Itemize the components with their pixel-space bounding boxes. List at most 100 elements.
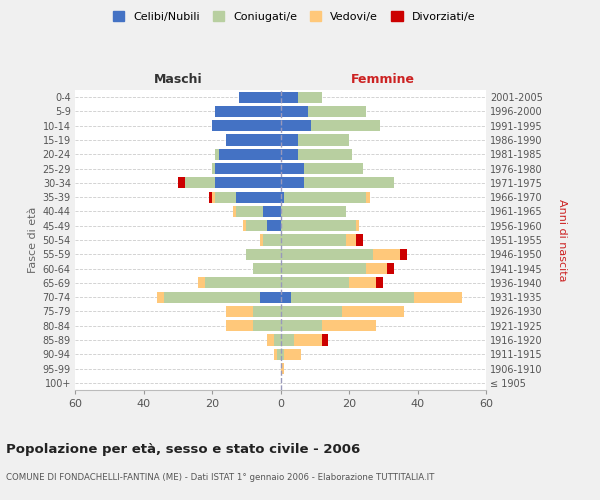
Bar [281,178,394,188]
Bar [263,234,281,246]
Bar [281,106,366,117]
Bar [164,292,281,302]
Bar [281,163,304,174]
Bar [281,306,342,317]
Bar [281,120,380,132]
Bar [281,192,370,202]
Text: Femmine: Femmine [351,72,415,86]
Bar [226,134,281,145]
Bar [281,263,386,274]
Bar [281,234,346,246]
Bar [281,363,284,374]
Bar [215,192,281,202]
Bar [253,263,281,274]
Bar [239,92,281,102]
Bar [236,206,281,217]
Bar [281,106,366,117]
Bar [281,220,359,232]
Bar [281,263,366,274]
Bar [274,334,281,345]
Bar [281,192,284,202]
Bar [199,278,281,288]
Bar [281,92,322,102]
Bar [277,348,281,360]
Bar [226,320,281,332]
Bar [274,348,281,360]
Text: COMUNE DI FONDACHELLI-FANTINA (ME) - Dati ISTAT 1° gennaio 2006 - Elaborazione T: COMUNE DI FONDACHELLI-FANTINA (ME) - Dat… [6,472,434,482]
Bar [281,206,346,217]
Bar [281,248,407,260]
Bar [215,106,281,117]
Bar [263,206,281,217]
Bar [281,192,366,202]
Bar [281,163,363,174]
Bar [281,248,400,260]
Bar [281,278,383,288]
Bar [239,92,281,102]
Bar [253,263,281,274]
Bar [281,292,462,302]
Bar [243,220,281,232]
Bar [281,148,352,160]
Bar [157,292,281,302]
Bar [281,334,328,345]
Bar [209,192,281,202]
Bar [212,163,281,174]
Bar [281,348,284,360]
Bar [185,178,281,188]
Bar [199,278,281,288]
Y-axis label: Anni di nascita: Anni di nascita [557,198,567,281]
Bar [215,148,281,160]
Bar [212,163,281,174]
Bar [215,106,281,117]
Bar [212,163,281,174]
Bar [185,178,281,188]
Bar [267,334,281,345]
Bar [281,134,298,145]
Bar [281,148,352,160]
Bar [239,92,281,102]
Bar [260,292,281,302]
Bar [281,306,404,317]
Bar [281,120,380,132]
Bar [246,248,281,260]
Bar [212,120,281,132]
Bar [281,220,359,232]
Bar [281,320,376,332]
Bar [205,278,281,288]
Bar [281,92,322,102]
Bar [281,234,356,246]
Bar [281,178,394,188]
Bar [243,220,281,232]
Bar [281,134,349,145]
Bar [260,234,281,246]
Bar [253,263,281,274]
Bar [226,320,281,332]
Bar [246,248,281,260]
Bar [281,92,298,102]
Bar [226,306,281,317]
Bar [233,206,281,217]
Bar [212,192,281,202]
Bar [281,134,349,145]
Bar [212,120,281,132]
Bar [281,334,322,345]
Bar [281,334,294,345]
Bar [281,120,311,132]
Bar [215,148,281,160]
Bar [281,134,349,145]
Bar [281,220,356,232]
Y-axis label: Fasce di età: Fasce di età [28,207,38,273]
Bar [226,134,281,145]
Bar [281,163,363,174]
Bar [215,148,281,160]
Bar [281,320,376,332]
Bar [281,292,414,302]
Bar [281,263,394,274]
Bar [219,148,281,160]
Bar [157,292,281,302]
Bar [260,234,281,246]
Bar [253,320,281,332]
Bar [267,220,281,232]
Bar [226,306,281,317]
